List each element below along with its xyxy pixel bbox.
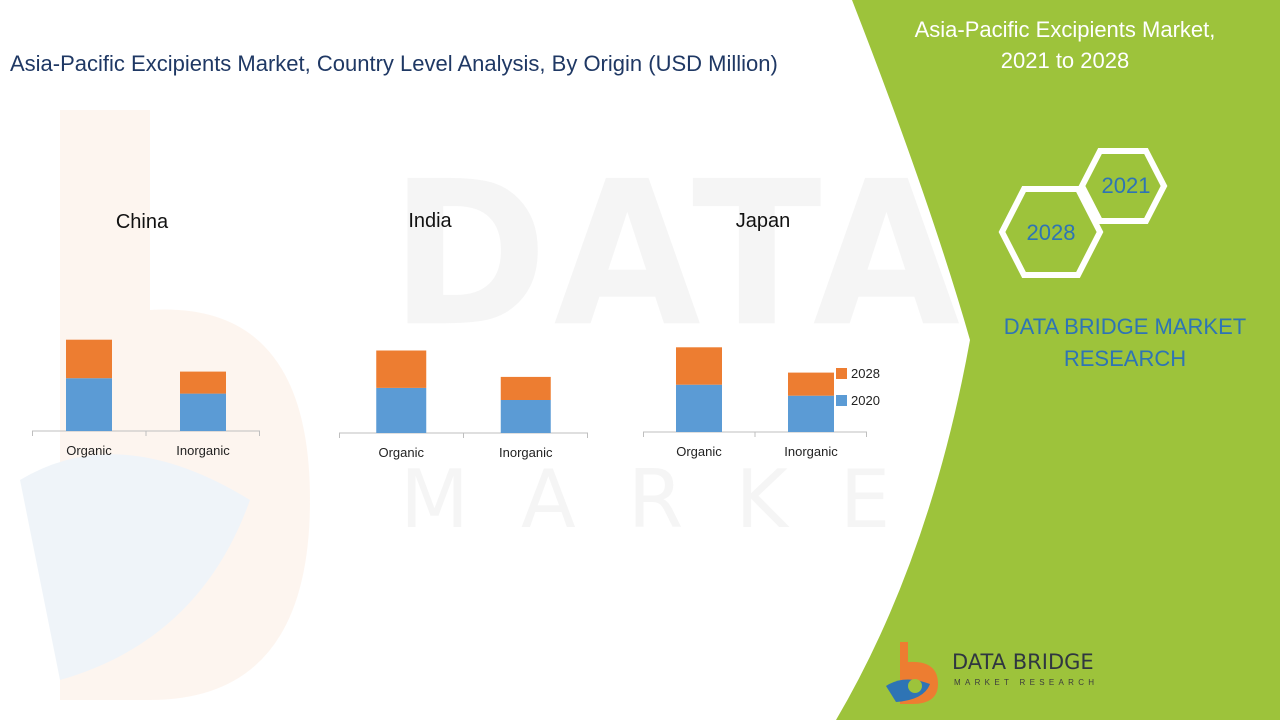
legend-item-2028: 2028 xyxy=(836,360,906,387)
x-tick-label-inorganic: Inorganic xyxy=(784,444,838,459)
bar-inorganic-2020 xyxy=(788,395,834,432)
data-bridge-logo: DATA BRIDGE MARKET RESEARCH xyxy=(882,640,1112,708)
panel-title-line1: Asia-Pacific Excipients Market, xyxy=(914,17,1216,42)
panel-title: Asia-Pacific Excipients Market, 2021 to … xyxy=(880,14,1250,76)
legend-label-2028: 2028 xyxy=(851,366,880,381)
x-tick-label-organic: Organic xyxy=(676,444,722,459)
brand-text: DATA BRIDGE MARKET RESEARCH xyxy=(980,311,1270,375)
bar-organic-2020 xyxy=(66,378,112,431)
chart-legend: 2028 2020 xyxy=(836,360,906,414)
chart-china: Organic Inorganic xyxy=(32,339,260,458)
chart-title-india: India xyxy=(408,210,452,232)
legend-swatch-2028 xyxy=(836,368,847,379)
x-tick-label-inorganic: Inorganic xyxy=(176,443,230,458)
bar-inorganic-2028 xyxy=(180,371,226,394)
brand-line1: DATA BRIDGE MARKET xyxy=(1003,314,1247,339)
chart-india: Organic Inorganic xyxy=(339,350,588,460)
bar-organic-2028 xyxy=(376,350,427,388)
legend-swatch-2020 xyxy=(836,395,847,406)
bar-organic-2020 xyxy=(676,384,722,432)
logo-name: DATA BRIDGE xyxy=(952,650,1094,674)
bar-inorganic-2028 xyxy=(500,376,551,400)
panel-title-line2: 2021 to 2028 xyxy=(1000,48,1130,73)
logo-mark-icon xyxy=(886,642,938,704)
hexagon-label-2028: 2028 xyxy=(1026,220,1076,245)
bar-inorganic-2020 xyxy=(500,400,551,433)
bar-organic-2028 xyxy=(66,339,112,379)
bar-inorganic-2028 xyxy=(788,372,834,396)
chart-title-japan: Japan xyxy=(735,210,791,232)
chart-japan: Organic Inorganic xyxy=(643,347,867,459)
logo-tagline: MARKET RESEARCH xyxy=(954,678,1099,687)
x-tick-label-organic: Organic xyxy=(66,443,112,458)
brand-line2: RESEARCH xyxy=(1063,346,1187,371)
watermark-line2: MARKET RESEARCH xyxy=(400,453,1270,546)
legend-item-2020: 2020 xyxy=(836,387,906,414)
x-tick-label-organic: Organic xyxy=(378,445,424,460)
bar-organic-2020 xyxy=(376,387,427,433)
x-tick-label-inorganic: Inorganic xyxy=(499,445,553,460)
hexagon-label-2021: 2021 xyxy=(1101,173,1151,198)
legend-label-2020: 2020 xyxy=(851,393,880,408)
page-title: Asia-Pacific Excipients Market, Country … xyxy=(10,51,778,76)
bar-organic-2028 xyxy=(676,347,722,385)
bar-inorganic-2020 xyxy=(180,393,226,431)
chart-title-china: China xyxy=(115,211,169,233)
